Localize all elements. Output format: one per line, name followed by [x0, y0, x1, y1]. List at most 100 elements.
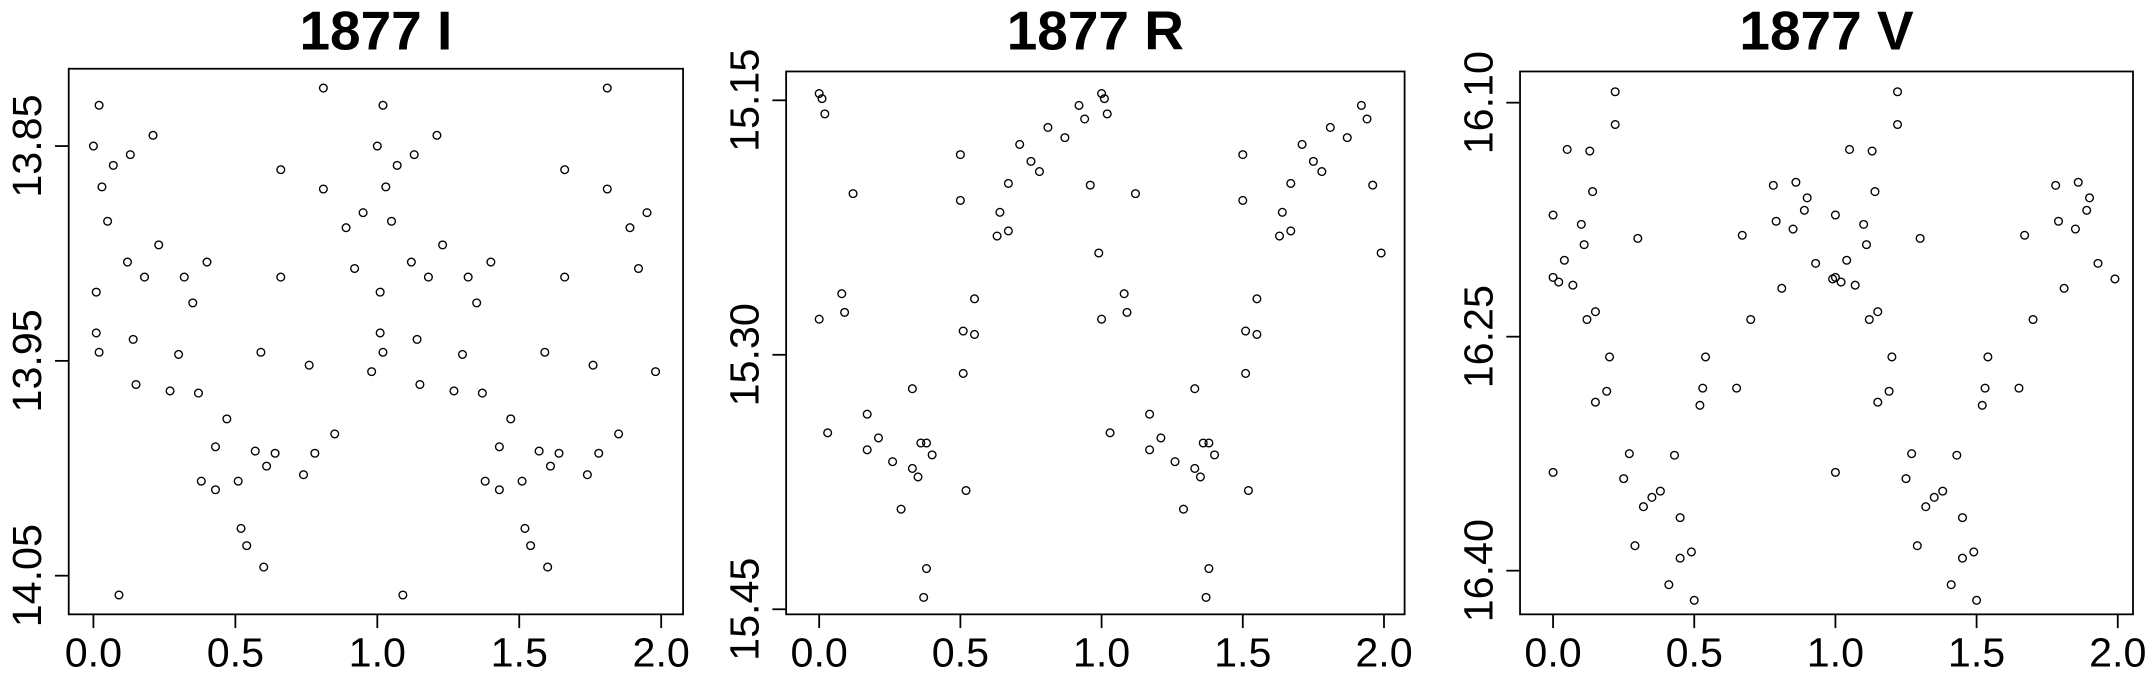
data-point: [330, 429, 340, 439]
data-point: [543, 562, 553, 572]
data-point: [961, 485, 971, 496]
data-point: [233, 476, 243, 486]
data-point: [412, 334, 422, 344]
y-tick-label: 15.15: [722, 49, 768, 152]
data-point: [1325, 122, 1335, 132]
chart-title: 1877 I: [299, 0, 452, 61]
data-point: [494, 485, 504, 495]
data-point: [2051, 180, 2061, 190]
data-point: [873, 433, 884, 443]
data-point: [1859, 219, 1869, 229]
data-point: [1830, 272, 1840, 282]
data-point: [1562, 144, 1572, 155]
data-point: [958, 368, 968, 378]
data-point: [1238, 150, 1248, 160]
x-tick-label: 1.5: [1948, 630, 2005, 674]
data-point: [995, 207, 1005, 217]
plot-frame: [1519, 70, 2134, 616]
data-point: [276, 165, 286, 175]
data-point: [1893, 87, 1903, 97]
data-point: [179, 272, 189, 282]
data-point: [2059, 283, 2069, 293]
data-point: [814, 88, 824, 99]
data-point: [381, 182, 391, 192]
data-point: [642, 208, 652, 218]
data-point: [375, 328, 385, 338]
data-point: [1633, 233, 1643, 243]
data-point: [1969, 547, 1979, 557]
data-point: [560, 272, 570, 282]
data-point: [560, 165, 570, 175]
data-point: [1746, 314, 1756, 325]
data-point: [276, 272, 286, 282]
data-point: [2053, 216, 2064, 226]
data-point: [916, 438, 926, 448]
data-point: [650, 367, 661, 377]
x-tick-label: 1.0: [1807, 630, 1864, 674]
data-point: [148, 130, 158, 140]
data-point: [1559, 255, 1569, 265]
data-point: [406, 257, 416, 267]
data-point: [1845, 144, 1855, 155]
data-point: [582, 470, 592, 480]
data-point: [114, 590, 124, 600]
data-point: [472, 298, 482, 308]
plot-frame: [67, 67, 684, 616]
data-point: [1638, 502, 1648, 512]
data-point: [1156, 433, 1166, 443]
data-point: [1579, 240, 1589, 250]
data-point: [94, 100, 104, 110]
data-point: [341, 223, 351, 233]
data-point: [1921, 502, 1931, 512]
data-point: [1610, 119, 1620, 130]
data-point: [2093, 258, 2103, 268]
x-tick-label: 0.5: [1666, 630, 1723, 674]
data-point: [1102, 109, 1112, 119]
data-point: [896, 504, 906, 514]
data-point: [310, 448, 320, 458]
data-point: [921, 564, 932, 574]
data-point: [1647, 492, 1657, 502]
data-point: [862, 445, 872, 455]
data-point: [2073, 177, 2083, 187]
data-point: [1788, 224, 1798, 234]
data-point: [1884, 386, 1894, 396]
data-point: [1368, 180, 1378, 190]
chart-title: 1877 V: [1739, 0, 1914, 61]
data-point: [1887, 352, 1897, 362]
data-point: [1864, 314, 1874, 325]
data-point: [125, 150, 135, 160]
data-point: [1675, 513, 1685, 523]
data-point: [1308, 156, 1318, 166]
data-point: [1983, 352, 1993, 362]
data-point: [1097, 314, 1107, 324]
data-point: [1190, 463, 1200, 473]
data-point: [108, 160, 118, 170]
data-point: [1802, 193, 1812, 203]
data-point: [1630, 541, 1640, 551]
data-point: [1737, 230, 1747, 240]
data-point: [1548, 210, 1558, 220]
data-point: [318, 184, 328, 194]
y-tick-label: 14.05: [4, 524, 50, 627]
data-point: [1811, 258, 1821, 268]
data-point: [1204, 438, 1214, 448]
data-point: [2084, 193, 2095, 203]
data-point: [1972, 595, 1982, 605]
data-point: [210, 442, 221, 452]
data-point: [2082, 205, 2092, 215]
data-point: [415, 379, 425, 390]
data-point: [103, 216, 113, 226]
data-point: [1094, 248, 1104, 258]
data-point: [2014, 383, 2024, 393]
data-point: [1901, 474, 1911, 484]
data-point: [378, 347, 388, 357]
data-point: [1938, 486, 1948, 496]
data-point: [1585, 146, 1595, 156]
data-point: [534, 446, 544, 456]
data-point: [1297, 139, 1307, 149]
data-point: [602, 184, 612, 194]
data-point: [1830, 210, 1840, 220]
data-point: [1619, 474, 1629, 484]
data-point: [1590, 307, 1600, 317]
